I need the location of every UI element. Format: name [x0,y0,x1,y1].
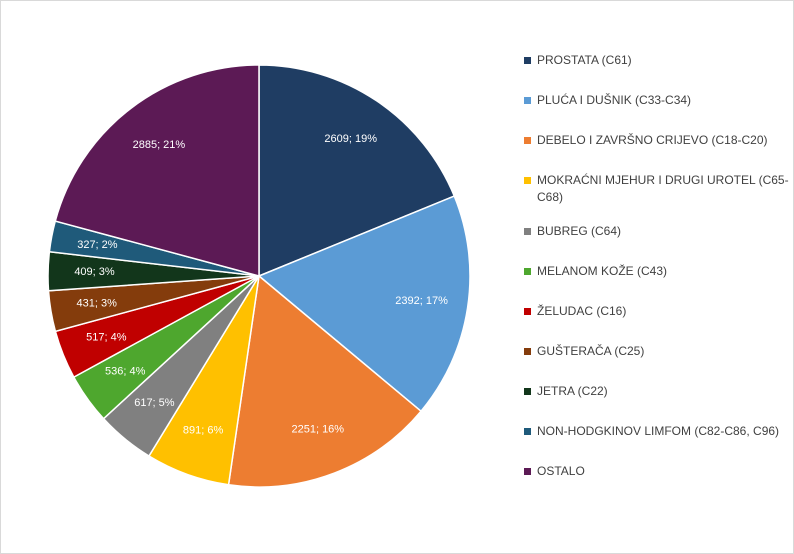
legend-label: MOKRAĆNI MJEHUR I DRUGI UROTEL (C65-C68) [537,173,789,204]
legend-item: JETRA (C22) [524,383,789,400]
legend-item: MELANOM KOŽE (C43) [524,263,789,280]
legend-item: DEBELO I ZAVRŠNO CRIJEVO (C18-C20) [524,132,789,149]
legend-label: JETRA (C22) [537,384,608,398]
legend-swatch [524,348,531,355]
legend-swatch [524,308,531,315]
legend-swatch [524,137,531,144]
legend-label: GUŠTERAČA (C25) [537,344,645,358]
legend-label: DEBELO I ZAVRŠNO CRIJEVO (C18-C20) [537,133,768,147]
slice-data-label: 409; 3% [74,266,115,278]
slice-data-label: 517; 4% [86,331,127,343]
legend-swatch [524,268,531,275]
legend-swatch [524,57,531,64]
legend-item: NON-HODGKINOV LIMFOM (C82-C86, C96) [524,423,789,440]
legend-item: PROSTATA (C61) [524,52,789,69]
legend-label: OSTALO [537,464,585,478]
legend-label: BUBREG (C64) [537,224,622,238]
slice-data-label: 891; 6% [183,425,224,437]
slice-data-label: 431; 3% [77,297,118,309]
legend-label: NON-HODGKINOV LIMFOM (C82-C86, C96) [537,424,780,438]
legend-item: OSTALO [524,463,789,480]
legend-swatch [524,177,531,184]
legend-item: MOKRAĆNI MJEHUR I DRUGI UROTEL (C65-C68) [524,172,789,206]
pie-slice [227,274,423,488]
legend-label: PROSTATA (C61) [537,53,632,67]
legend: PROSTATA (C61) PLUĆA I DUŠNIK (C33-C34) DE… [524,52,789,503]
slice-data-label: 327; 2% [77,239,118,251]
legend-item: ŽELUDAC (C16) [524,303,789,320]
legend-item: PLUĆA I DUŠNIK (C33-C34) [524,92,789,109]
slice-data-label: 2392; 17% [395,295,448,307]
slice-data-label: 2885; 21% [133,139,186,151]
slice-data-label: 536; 4% [105,366,146,378]
legend-label: MELANOM KOŽE (C43) [537,264,668,278]
legend-swatch [524,468,531,475]
pie-slice [258,64,456,278]
pie-slice [54,64,260,277]
slice-data-label: 2251; 16% [291,424,344,436]
slice-data-label: 2609; 19% [324,133,377,145]
legend-label: PLUĆA I DUŠNIK (C33-C34) [537,93,692,107]
slice-data-label: 617; 5% [134,397,175,409]
legend-swatch [524,388,531,395]
legend-swatch [524,97,531,104]
legend-swatch [524,428,531,435]
legend-swatch [524,228,531,235]
legend-label: ŽELUDAC (C16) [537,304,627,318]
legend-item: GUŠTERAČA (C25) [524,343,789,360]
legend-item: BUBREG (C64) [524,223,789,240]
pie-slice [257,195,471,413]
